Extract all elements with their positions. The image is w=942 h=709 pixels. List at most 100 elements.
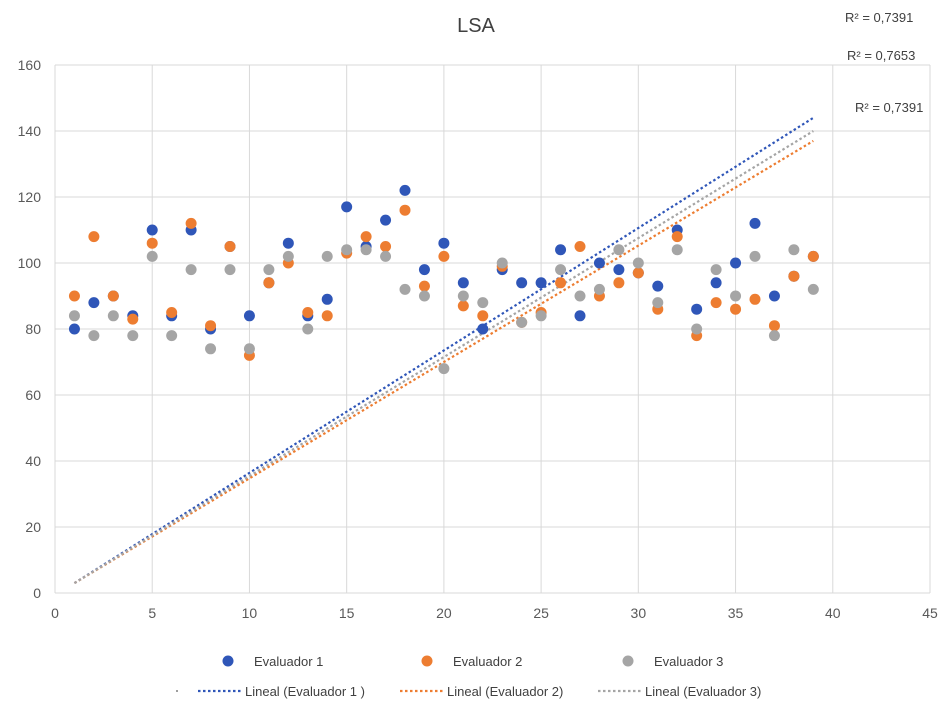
data-point bbox=[185, 264, 197, 276]
data-point bbox=[807, 283, 819, 295]
x-tick-label: 25 bbox=[533, 605, 549, 621]
data-point bbox=[613, 277, 625, 289]
data-point bbox=[321, 293, 333, 305]
data-point bbox=[399, 283, 411, 295]
data-point bbox=[788, 244, 800, 256]
y-tick-label: 140 bbox=[18, 123, 42, 139]
data-point bbox=[380, 241, 392, 252]
y-tick-label: 120 bbox=[18, 189, 42, 205]
data-point bbox=[593, 257, 605, 269]
data-point bbox=[768, 320, 780, 332]
data-point bbox=[632, 267, 644, 279]
data-point bbox=[516, 277, 528, 289]
chart-title: LSA bbox=[457, 15, 495, 37]
data-point bbox=[477, 310, 489, 322]
data-point bbox=[166, 307, 178, 318]
data-point bbox=[768, 330, 780, 342]
data-point bbox=[127, 330, 139, 342]
data-point bbox=[574, 290, 586, 302]
r-squared-label-1: R² = 0,7391 bbox=[845, 10, 913, 25]
data-point bbox=[555, 244, 567, 256]
trendline bbox=[73, 116, 814, 585]
data-point bbox=[496, 257, 508, 269]
data-point bbox=[302, 307, 314, 318]
data-point bbox=[282, 250, 294, 262]
data-point bbox=[438, 363, 450, 375]
legend-label: Evaluador 1 bbox=[254, 654, 323, 669]
legend-marker bbox=[622, 655, 634, 667]
data-point bbox=[263, 277, 275, 289]
data-point bbox=[418, 280, 430, 292]
data-point bbox=[438, 237, 450, 249]
x-tick-label: 45 bbox=[922, 605, 938, 621]
data-point bbox=[457, 300, 469, 312]
x-tick-label: 20 bbox=[436, 605, 452, 621]
data-point bbox=[768, 290, 780, 302]
x-tick-label: 35 bbox=[728, 605, 744, 621]
data-point bbox=[555, 264, 567, 276]
data-point bbox=[477, 297, 489, 309]
data-point bbox=[360, 244, 372, 256]
y-tick-label: 0 bbox=[33, 585, 41, 601]
legend-marker bbox=[421, 655, 433, 667]
data-point bbox=[399, 204, 411, 216]
data-point bbox=[321, 310, 333, 322]
data-point bbox=[749, 217, 761, 229]
data-point bbox=[146, 224, 158, 236]
data-point bbox=[710, 264, 722, 276]
data-point bbox=[205, 320, 217, 332]
data-point bbox=[107, 310, 119, 322]
data-point bbox=[88, 330, 100, 342]
data-point bbox=[691, 323, 703, 335]
data-point bbox=[399, 184, 411, 196]
x-tick-label: 40 bbox=[825, 605, 841, 621]
data-point bbox=[574, 241, 586, 252]
data-point bbox=[477, 323, 489, 335]
data-point bbox=[243, 310, 255, 322]
data-point bbox=[730, 290, 742, 302]
legend-label: Lineal (Evaluador 1 ) bbox=[245, 684, 365, 699]
data-point bbox=[321, 250, 333, 262]
data-point bbox=[555, 277, 567, 289]
axis-labels: 0 5 10 15 20 25 30 35 40 45 0 20 40 60 80 100 120 140 160 bbox=[18, 57, 938, 621]
data-point bbox=[749, 250, 761, 262]
data-point bbox=[68, 310, 80, 322]
y-tick-label: 20 bbox=[25, 519, 41, 535]
x-tick-label: 5 bbox=[148, 605, 156, 621]
data-point bbox=[418, 290, 430, 302]
data-point bbox=[593, 283, 605, 295]
data-point bbox=[671, 244, 683, 256]
data-point bbox=[438, 250, 450, 262]
legend: Evaluador 1 Evaluador 2 Evaluador 3 Lineal … bbox=[176, 654, 761, 699]
legend-label: Evaluador 2 bbox=[453, 654, 522, 669]
grid bbox=[54, 64, 931, 594]
legend-dot bbox=[176, 690, 178, 692]
data-point bbox=[691, 303, 703, 315]
data-point bbox=[710, 277, 722, 289]
data-point bbox=[535, 310, 547, 322]
data-point bbox=[749, 293, 761, 305]
trendlines bbox=[73, 116, 814, 585]
legend-label: Lineal (Evaluador 2) bbox=[447, 684, 563, 699]
data-point bbox=[516, 316, 528, 328]
data-point bbox=[652, 280, 664, 292]
data-point bbox=[224, 264, 236, 276]
data-point bbox=[263, 264, 275, 276]
data-point bbox=[380, 214, 392, 226]
data-point bbox=[632, 257, 644, 269]
legend-label: Evaluador 3 bbox=[654, 654, 723, 669]
data-point bbox=[788, 270, 800, 282]
data-point bbox=[224, 241, 236, 252]
data-point bbox=[613, 244, 625, 256]
y-tick-label: 100 bbox=[18, 255, 42, 271]
r-squared-label-2: R² = 0,7653 bbox=[847, 48, 915, 63]
x-tick-label: 0 bbox=[51, 605, 59, 621]
data-point bbox=[88, 231, 100, 243]
data-point bbox=[282, 237, 294, 249]
x-tick-label: 15 bbox=[339, 605, 355, 621]
data-point bbox=[243, 343, 255, 355]
data-point bbox=[652, 297, 664, 309]
data-point bbox=[380, 250, 392, 262]
